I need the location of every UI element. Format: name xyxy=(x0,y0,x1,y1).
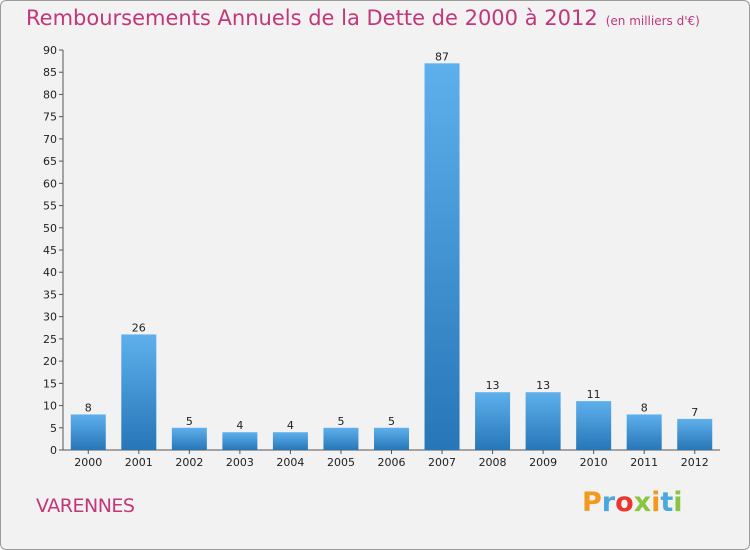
y-tick-label: 40 xyxy=(43,266,57,279)
y-tick-label: 15 xyxy=(43,377,57,390)
y-tick-label: 0 xyxy=(50,444,57,457)
bar-value-label: 4 xyxy=(287,419,294,432)
proxiti-logo: Proxiti xyxy=(582,487,683,518)
bar xyxy=(677,418,713,450)
bar xyxy=(374,427,409,450)
x-tick-label: 2005 xyxy=(327,456,355,469)
bar-value-label: 5 xyxy=(388,415,395,428)
y-tick-label: 70 xyxy=(43,133,57,146)
x-tick-label: 2000 xyxy=(74,456,102,469)
x-tick-label: 2009 xyxy=(529,456,557,469)
brand-letter: x xyxy=(633,487,652,518)
y-tick-label: 50 xyxy=(43,222,57,235)
x-tick-label: 2008 xyxy=(479,456,507,469)
bar-value-label: 4 xyxy=(236,419,243,432)
y-tick-label: 10 xyxy=(43,400,57,413)
chart-title: Remboursements Annuels de la Dette de 20… xyxy=(26,6,700,30)
x-tick-label: 2004 xyxy=(276,456,304,469)
y-tick-label: 75 xyxy=(43,111,57,124)
bar xyxy=(171,427,207,450)
x-tick-label: 2003 xyxy=(226,456,254,469)
x-tick-label: 2012 xyxy=(681,456,709,469)
bar xyxy=(70,414,106,450)
bar xyxy=(323,427,359,450)
x-tick-label: 2006 xyxy=(378,456,406,469)
y-tick-label: 85 xyxy=(43,66,57,79)
bar xyxy=(576,401,612,450)
bar-value-label: 26 xyxy=(132,321,146,334)
bar xyxy=(475,392,511,450)
bar-value-label: 11 xyxy=(587,388,601,401)
bar-value-label: 5 xyxy=(337,415,344,428)
chart-labels: 8200026200152002420034200452005520068720… xyxy=(74,50,708,469)
bar xyxy=(424,63,460,450)
bar xyxy=(121,334,157,450)
bar xyxy=(222,432,258,450)
brand-letter: t xyxy=(660,487,674,518)
y-tick-label: 5 xyxy=(50,422,57,435)
y-tick-label: 20 xyxy=(43,355,57,368)
y-tick-label: 35 xyxy=(43,288,57,301)
x-tick-label: 2010 xyxy=(580,456,608,469)
bar-value-label: 13 xyxy=(486,379,500,392)
bar-value-label: 8 xyxy=(641,401,648,414)
bar-value-label: 87 xyxy=(435,50,449,63)
y-tick-label: 90 xyxy=(43,44,57,57)
bar xyxy=(525,392,561,450)
brand-letter: r xyxy=(601,487,616,518)
brand-letter: o xyxy=(615,487,634,518)
y-tick-label: 30 xyxy=(43,311,57,324)
chart-title-text: Remboursements Annuels de la Dette de 20… xyxy=(26,6,598,30)
y-tick-label: 80 xyxy=(43,88,57,101)
x-tick-label: 2002 xyxy=(175,456,203,469)
x-tick-label: 2001 xyxy=(125,456,153,469)
bar-value-label: 8 xyxy=(85,401,92,414)
bar-value-label: 5 xyxy=(186,415,193,428)
x-tick-label: 2011 xyxy=(630,456,658,469)
brand-letter: i xyxy=(651,487,661,518)
commune-name: VARENNES xyxy=(36,495,135,517)
chart-bars xyxy=(70,63,713,450)
brand-letter: P xyxy=(582,487,602,518)
bar-value-label: 7 xyxy=(691,406,698,419)
y-tick-label: 55 xyxy=(43,200,57,213)
unit-note: (en milliers d'€) xyxy=(605,14,700,28)
x-tick-label: 2007 xyxy=(428,456,456,469)
y-tick-label: 45 xyxy=(43,244,57,257)
y-tick-label: 65 xyxy=(43,155,57,168)
bar xyxy=(272,432,308,450)
y-tick-label: 60 xyxy=(43,177,57,190)
brand-letter: i xyxy=(673,487,683,518)
bar-value-label: 13 xyxy=(536,379,550,392)
bar xyxy=(626,414,662,450)
y-tick-label: 25 xyxy=(43,333,57,346)
